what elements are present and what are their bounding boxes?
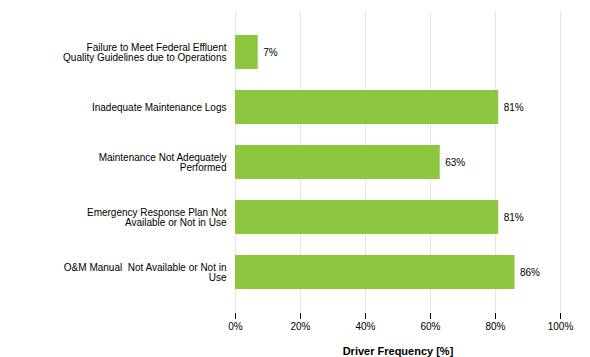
svg-text:100%: 100% — [548, 321, 574, 332]
svg-text:80%: 80% — [485, 321, 505, 332]
svg-text:60%: 60% — [420, 321, 440, 332]
svg-text:Driver Frequency [%]: Driver Frequency [%] — [343, 345, 454, 357]
svg-text:81%: 81% — [504, 212, 524, 223]
svg-text:40%: 40% — [355, 321, 375, 332]
svg-text:81%: 81% — [504, 102, 524, 113]
svg-text:86%: 86% — [520, 267, 540, 278]
svg-text:0%: 0% — [228, 321, 243, 332]
svg-text:O&M Manual Not Available or N: O&M Manual Not Available or Not inUse — [64, 262, 227, 283]
svg-text:Inadequate Maintenance Logs: Inadequate Maintenance Logs — [92, 102, 227, 113]
svg-text:20%: 20% — [290, 321, 310, 332]
svg-text:7%: 7% — [263, 47, 278, 58]
svg-text:63%: 63% — [445, 157, 465, 168]
svg-text:Failure to Meet Federal Efflue: Failure to Meet Federal EffluentQuality … — [63, 42, 227, 63]
svg-text:Maintenance Not AdequatelyPerf: Maintenance Not AdequatelyPerformed — [99, 152, 227, 173]
svg-text:Emergency Response Plan NotAva: Emergency Response Plan NotAvailable or … — [87, 207, 227, 228]
